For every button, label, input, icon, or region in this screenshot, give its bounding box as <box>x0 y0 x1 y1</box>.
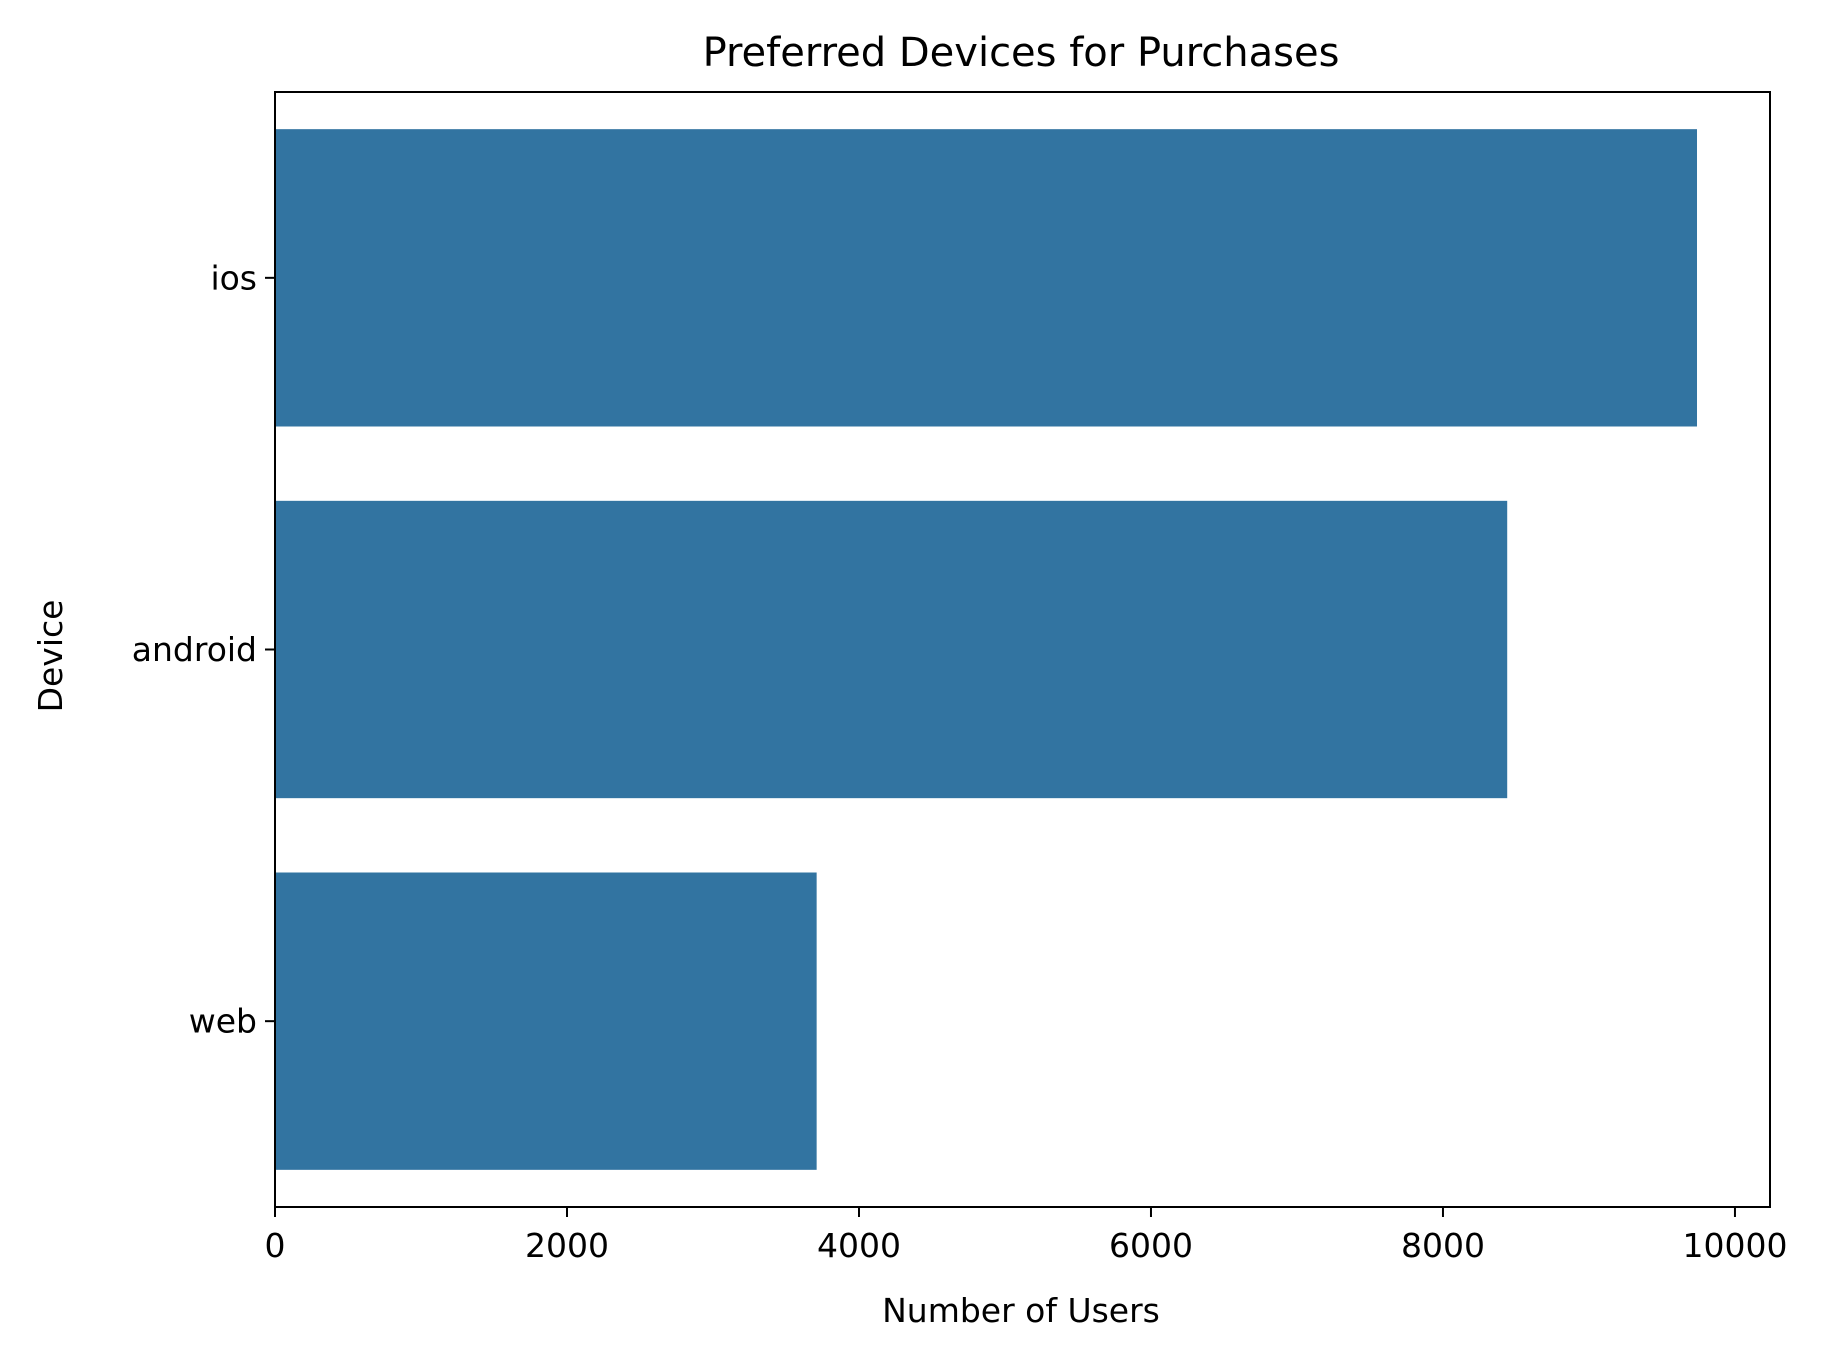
bar-android <box>275 500 1508 799</box>
y-tick-label-ios: ios <box>210 258 257 297</box>
x-axis-label: Number of Users <box>882 1291 1160 1330</box>
x-axis-ticks: 0 2000 4000 6000 8000 10000 <box>265 1207 1787 1265</box>
y-tick-label-web: web <box>189 1002 257 1041</box>
x-tick-label-6000: 6000 <box>1109 1226 1193 1265</box>
x-tick-label-10000: 10000 <box>1682 1226 1787 1265</box>
bar-ios <box>275 129 1698 427</box>
bars-group <box>275 129 1698 1170</box>
y-axis-ticks: ios android web <box>132 258 275 1041</box>
x-tick-label-8000: 8000 <box>1401 1226 1485 1265</box>
x-tick-label-0: 0 <box>265 1226 286 1265</box>
x-tick-label-4000: 4000 <box>817 1226 901 1265</box>
chart-title: Preferred Devices for Purchases <box>703 30 1340 76</box>
x-tick-label-2000: 2000 <box>525 1226 609 1265</box>
bar-web <box>275 872 817 1170</box>
y-tick-label-android: android <box>132 630 257 669</box>
plot-frame <box>274 91 1771 1208</box>
y-axis-label: Device <box>31 600 70 713</box>
